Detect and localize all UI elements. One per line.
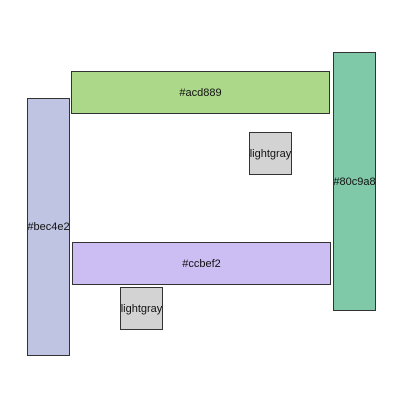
box-label: lightgray	[249, 147, 292, 160]
teal-column-right: #80c9a8	[333, 52, 376, 311]
green-bar-top: #acd889	[71, 71, 330, 114]
box-label: lightgray	[120, 302, 163, 315]
lightgray-square-upper: lightgray	[249, 132, 292, 175]
box-label: #acd889	[179, 86, 222, 99]
periwinkle-column-left: #bec4e2	[27, 98, 70, 356]
lightgray-square-lower: lightgray	[120, 287, 163, 330]
box-label: #ccbef2	[182, 257, 221, 270]
box-label: #bec4e2	[27, 221, 70, 233]
box-label: #80c9a8	[333, 175, 376, 188]
lavender-bar-bottom: #ccbef2	[72, 242, 331, 285]
